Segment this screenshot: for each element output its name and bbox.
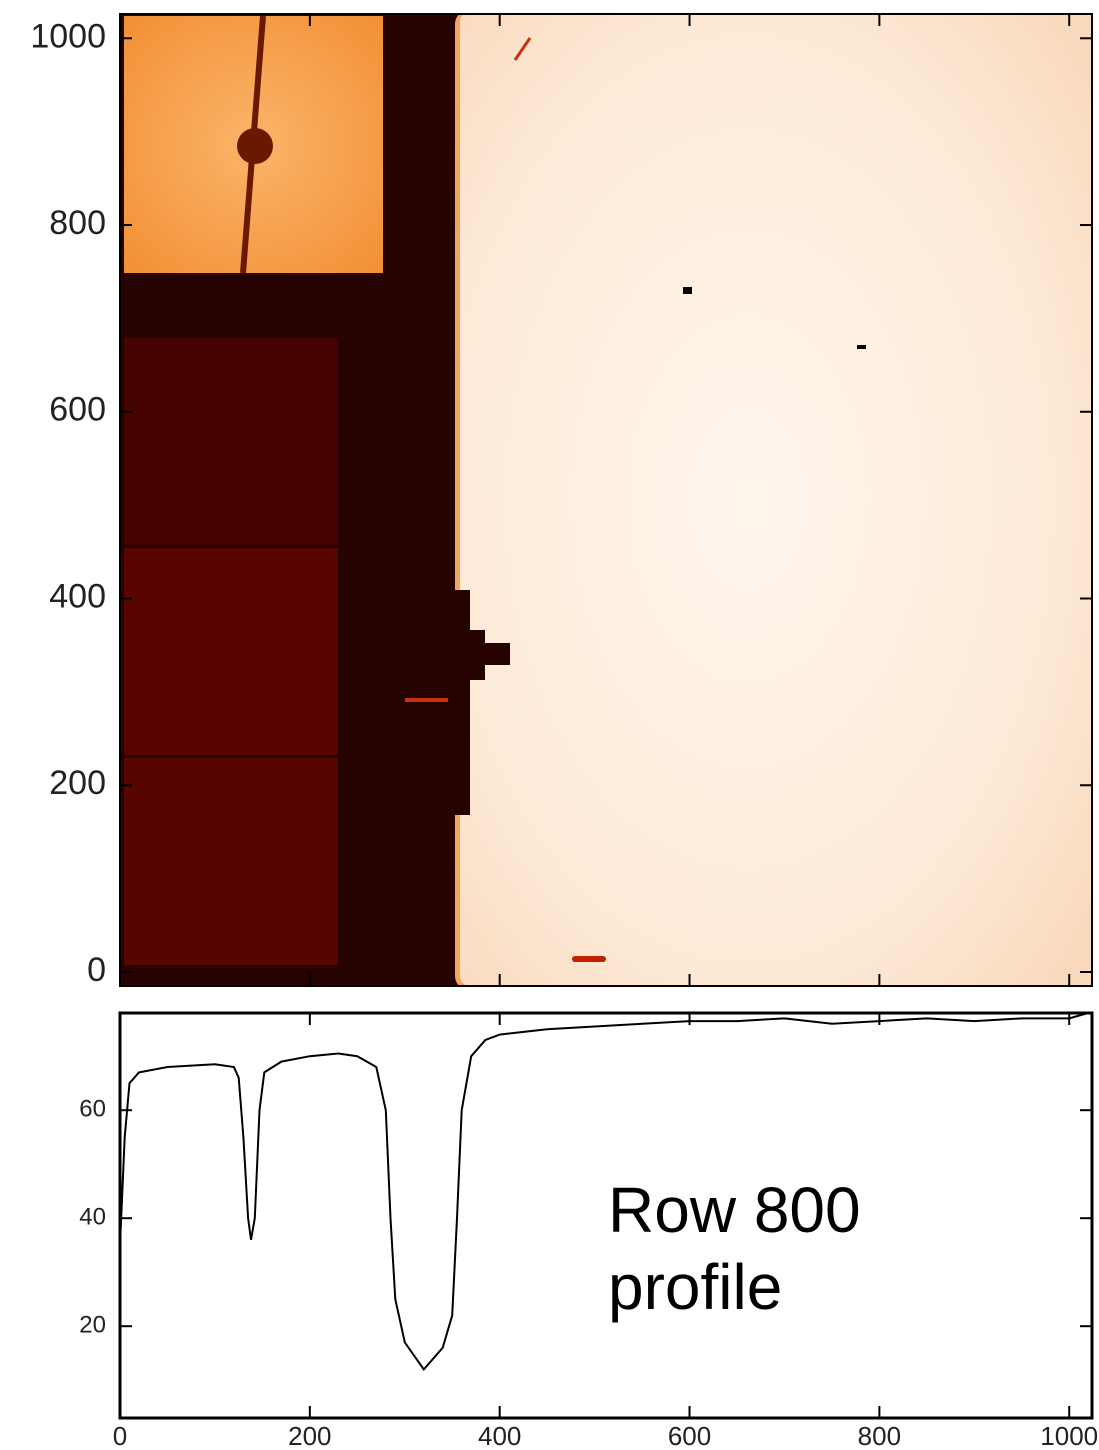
y-tick-label: 400 [49, 577, 106, 615]
y-tick-label: 200 [49, 764, 106, 802]
bright-area [460, 14, 1092, 986]
streak [572, 956, 606, 962]
x-tick-label: 200 [288, 1421, 331, 1450]
y-tick-label: 600 [49, 391, 106, 429]
defect [683, 287, 692, 294]
shadow [450, 590, 470, 815]
spot [237, 128, 273, 164]
dark-panel [124, 338, 338, 545]
plot-frame [119, 13, 1093, 987]
y-tick-label: 20 [79, 1312, 106, 1339]
annotation: Row 800 profile [608, 1174, 861, 1323]
shadow [450, 643, 510, 665]
y-tick-label: 1000 [30, 17, 106, 55]
streak [405, 698, 448, 702]
streak [513, 37, 532, 61]
detector-image [120, 14, 1092, 986]
dark-panel [124, 548, 338, 755]
dark-panel [124, 758, 338, 965]
y-tick-label: 60 [79, 1096, 106, 1123]
y-tick-label: 0 [87, 951, 106, 989]
x-tick-label: 1000 [1040, 1421, 1098, 1450]
x-tick-label: 400 [478, 1421, 521, 1450]
y-tick-label: 800 [49, 204, 106, 242]
x-tick-label: 800 [858, 1421, 901, 1450]
x-tick-label: 0 [113, 1421, 127, 1450]
y-tick-label: 40 [79, 1204, 106, 1231]
profile-line [119, 1012, 1089, 1372]
defect [857, 345, 866, 349]
x-tick-label: 600 [668, 1421, 711, 1450]
plot-frame [118, 1011, 1094, 1420]
